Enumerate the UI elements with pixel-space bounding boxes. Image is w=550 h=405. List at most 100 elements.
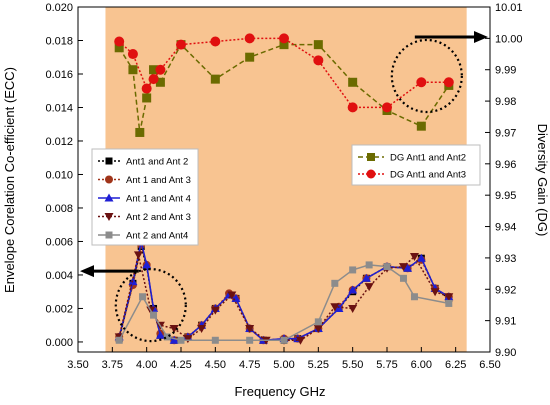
ecc-point-3 bbox=[409, 253, 419, 262]
ecc-point-4 bbox=[246, 336, 254, 344]
ecc-point-2 bbox=[348, 285, 358, 294]
x-tick-label: 4.25 bbox=[170, 359, 191, 371]
ecc-point-2 bbox=[155, 330, 165, 339]
dg-point-0 bbox=[313, 40, 323, 50]
y-tick-label: 0.006 bbox=[45, 236, 73, 248]
y-tick-label: 0.002 bbox=[45, 303, 73, 315]
ecc-point-3 bbox=[330, 303, 340, 312]
annotation-arrowhead-left bbox=[80, 265, 94, 278]
ecc-point-2 bbox=[169, 335, 179, 344]
legend-ecc-label: Ant 1 and Ant 4 bbox=[126, 194, 191, 205]
y2-tick-label: 9.97 bbox=[495, 127, 516, 139]
annotation-ellipse-1 bbox=[390, 38, 463, 114]
legend-dg-marker bbox=[367, 153, 375, 161]
dg-series-1 bbox=[114, 33, 454, 113]
ecc-point-2 bbox=[403, 263, 413, 272]
ecc-point-4 bbox=[163, 333, 171, 341]
x-tick-label: 6.00 bbox=[411, 359, 432, 371]
ecc-point-4 bbox=[383, 263, 391, 271]
ecc-point-4 bbox=[331, 279, 339, 287]
legend-dg-label: DG Ant1 and Ant2 bbox=[390, 153, 466, 164]
ecc-point-4 bbox=[410, 293, 418, 301]
ecc-point-4 bbox=[177, 336, 185, 344]
plot-border bbox=[77, 6, 491, 353]
legend-ecc: Ant1 and Ant 2 Ant 1 and Ant 3 Ant 1 and A… bbox=[91, 148, 199, 246]
legend-dg-marker bbox=[366, 169, 376, 179]
x-tick-label: 3.75 bbox=[102, 359, 123, 371]
y-tick-label: 0.020 bbox=[45, 2, 73, 14]
y2-tick-label: 10.01 bbox=[495, 2, 523, 14]
ecc-point-3 bbox=[444, 293, 454, 302]
legend-dg-label: DG Ant1 and Ant3 bbox=[390, 170, 466, 181]
dg-point-0 bbox=[142, 93, 152, 103]
dg-point-0 bbox=[416, 121, 426, 131]
dg-point-1 bbox=[141, 83, 152, 94]
dg-point-1 bbox=[127, 49, 138, 60]
y2-tick-label: 9.99 bbox=[495, 65, 516, 77]
y2-tick-label: 9.98 bbox=[495, 96, 516, 108]
legend-ecc-marker bbox=[104, 213, 114, 221]
legend-ecc-marker bbox=[105, 231, 113, 239]
ecc-point-2 bbox=[416, 253, 426, 262]
legend-ecc-label: Ant 1 and Ant 3 bbox=[126, 175, 191, 186]
dg-point-1 bbox=[279, 33, 289, 44]
dg-point-1 bbox=[347, 102, 358, 113]
dg-point-1 bbox=[443, 77, 454, 88]
legend-dg: DG Ant1 and Ant2 DG Ant1 and Ant3 bbox=[351, 144, 481, 186]
dg-point-1 bbox=[382, 102, 392, 113]
ecc-point-3 bbox=[197, 325, 207, 334]
dg-point-0 bbox=[245, 52, 255, 62]
legend-ecc-marker bbox=[105, 175, 113, 184]
ecc-point-4 bbox=[139, 293, 147, 301]
annotations-layer bbox=[80, 31, 488, 343]
ecc-point-3 bbox=[245, 325, 255, 334]
y2-tick-label: 9.91 bbox=[495, 316, 516, 328]
dg-point-1 bbox=[416, 77, 427, 88]
ecc-line-3 bbox=[118, 254, 450, 342]
x-tick-label: 6.50 bbox=[479, 359, 500, 371]
y2-tick-label: 9.94 bbox=[495, 222, 516, 234]
ecc-point-4 bbox=[150, 311, 158, 319]
x-tick-label: 5.50 bbox=[342, 359, 363, 371]
dg-point-0 bbox=[155, 77, 165, 87]
y-axis-label: Envelope Corelation Co-efficient (ECC) bbox=[2, 67, 17, 293]
ecc-point-3 bbox=[295, 336, 305, 345]
dg-point-1 bbox=[313, 55, 324, 66]
dg-point-0 bbox=[114, 43, 124, 53]
ecc-point-3 bbox=[364, 283, 374, 292]
dg-point-0 bbox=[149, 65, 159, 75]
ecc-point-3 bbox=[183, 335, 193, 344]
ecc-line-4 bbox=[118, 264, 449, 342]
ecc-point-3 bbox=[169, 325, 179, 334]
series-layer bbox=[114, 33, 454, 345]
legend-ecc-marker bbox=[104, 193, 114, 202]
y2-tick-label: 9.93 bbox=[495, 253, 516, 265]
ecc-point-3 bbox=[313, 325, 323, 334]
tick-labels: 3.50 3.75 4.00 4.25 4.50 4.75 5.00 5.25 5.50 5.75… bbox=[45, 2, 522, 371]
dg-point-0 bbox=[348, 77, 358, 87]
legend-ecc-label: Ant 2 and Ant4 bbox=[126, 231, 188, 242]
dg-point-0 bbox=[279, 40, 289, 50]
annotation-ellipse-0 bbox=[114, 268, 187, 343]
x-tick-label: 5.25 bbox=[308, 359, 329, 371]
ecc-point-4 bbox=[211, 336, 219, 344]
x-tick-label: 4.50 bbox=[205, 359, 226, 371]
y2-tick-label: 9.90 bbox=[495, 347, 516, 359]
ecc-point-3 bbox=[210, 306, 220, 315]
ecc-point-4 bbox=[399, 274, 407, 282]
ecc-point-2 bbox=[142, 260, 152, 269]
dg-point-1 bbox=[244, 33, 255, 44]
ecc-point-4 bbox=[115, 336, 123, 344]
ecc-point-4 bbox=[314, 318, 322, 326]
dg-point-1 bbox=[148, 74, 159, 85]
y-tick-label: 0.012 bbox=[45, 136, 73, 148]
ecc-point-4 bbox=[280, 336, 288, 344]
dg-point-0 bbox=[135, 127, 145, 137]
y2-tick-label: 9.95 bbox=[495, 190, 516, 202]
y-tick-label: 0.000 bbox=[45, 337, 73, 349]
x-tick-label: 4.00 bbox=[136, 359, 157, 371]
ecc-series-4 bbox=[115, 261, 453, 344]
x-tick-label: 5.00 bbox=[273, 359, 294, 371]
y2-tick-label: 10.00 bbox=[495, 33, 523, 45]
